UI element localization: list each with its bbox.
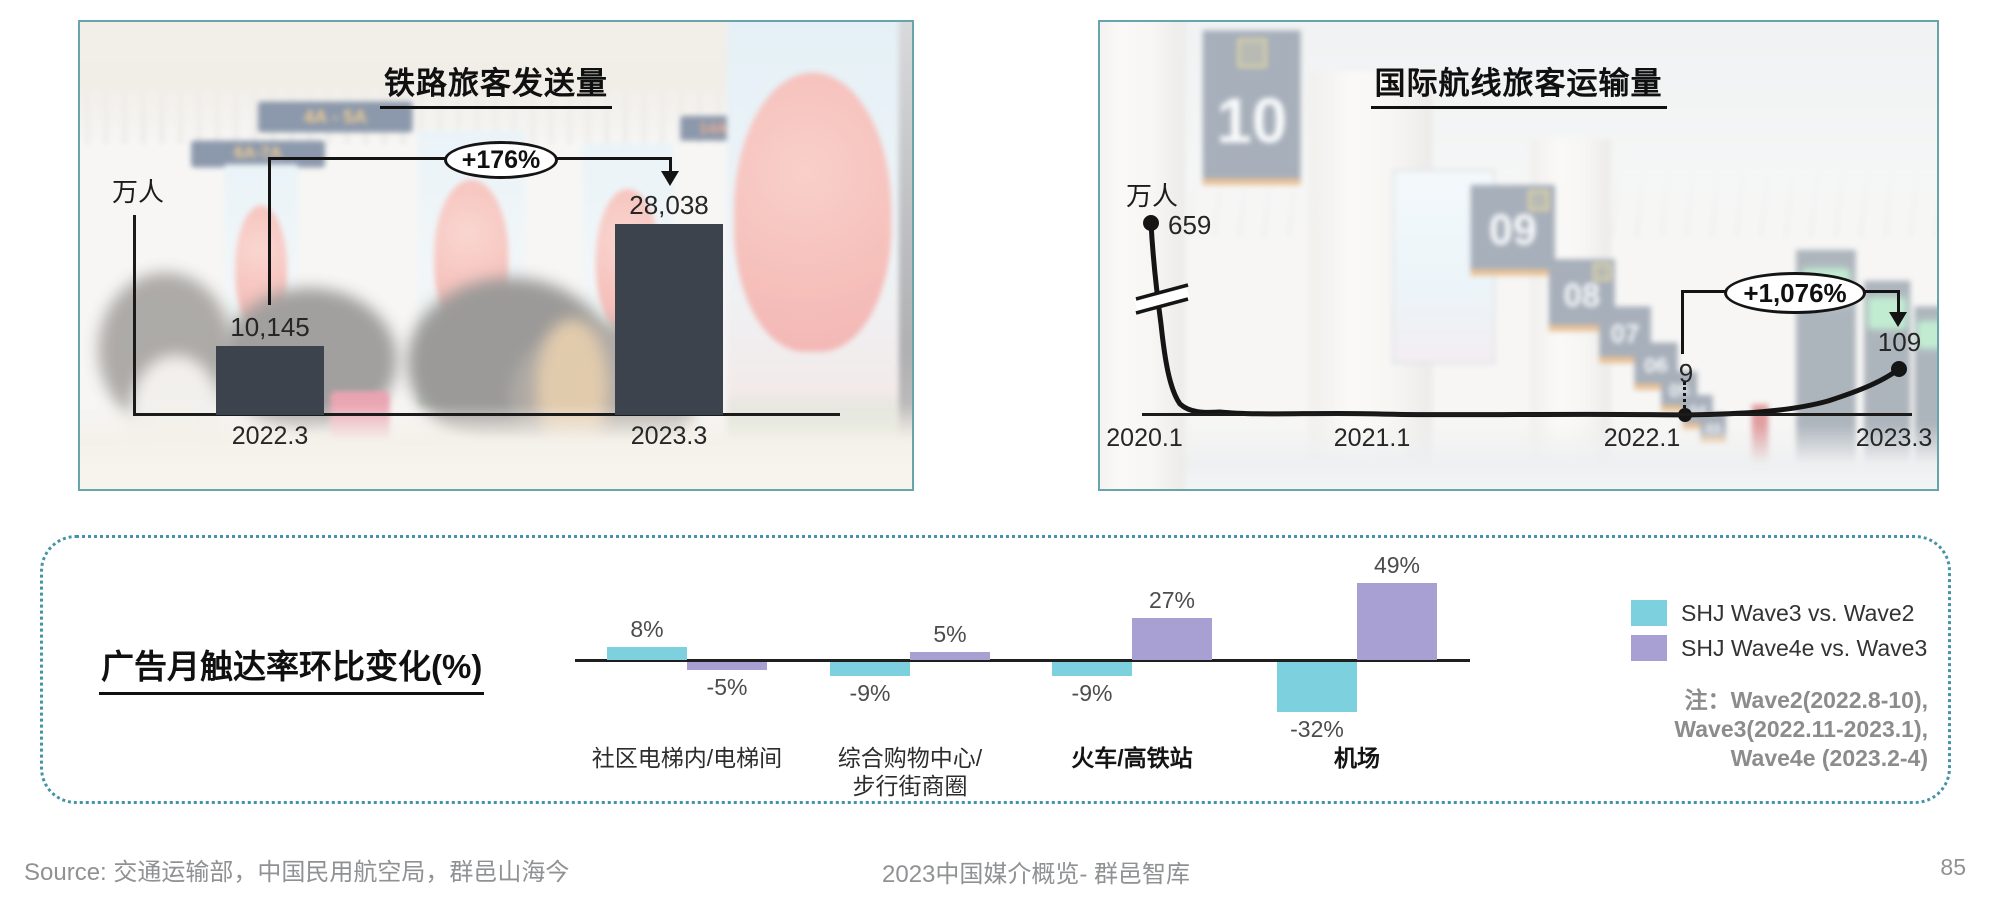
air-value-9: 9 [1678,358,1694,388]
reach-value: 49% [1373,552,1421,578]
airport-floor [1185,423,1937,489]
gate-pictogram-icon [1593,263,1611,281]
rail-chart-ink: 铁路旅客发送量 万人 10,145 28,038 2022.3 2023.3 +… [80,22,912,489]
rail-bar-2023-3 [615,224,723,415]
growth-bracket-right [669,157,672,173]
ad-reach-panel: 广告月触达率环比变化(%) 8% -5% -9% 5% -9% 27% -32%… [40,535,1951,804]
reach-bar-airport-w4e [1357,583,1437,660]
air-line-chart [1134,215,1907,422]
reach-bar-rail-w4e [1132,618,1212,660]
reach-value: -9% [849,680,891,706]
reach-value: 27% [1148,587,1196,613]
air-tick-2020-1: 2020.1 [1106,424,1183,452]
pillar [1100,22,1186,489]
arrow-down-icon [661,171,679,186]
air-chart-title: 国际航线旅客运输量 [1100,58,1937,109]
rail-y-axis [133,215,136,415]
reach-bar-mall-w3 [830,662,910,676]
gate-number-sign: 09 [1470,184,1556,276]
gate-pictogram-icon [1237,38,1267,68]
rail-unit-label: 万人 [112,177,165,207]
reach-value: -5% [706,674,748,700]
reach-value: -9% [1071,680,1113,706]
reach-chart-title: 广告月触达率环比变化(%) [99,640,485,695]
reach-bar-elevator-w3 [607,647,687,660]
airport-photo: 10 09 08 07 06 05 04 03 [1100,22,1937,489]
page-number: 85 [1940,854,1966,880]
gate-sign-6a7a: 6A-7A [191,140,326,168]
legend-label-wave3: SHJ Wave3 vs. Wave2 [1681,600,1915,626]
category-elevator: 社区电梯内/电梯间 [591,745,783,771]
category-airport: 机场 [1334,745,1380,771]
rail-tick-2022-3: 2022.3 [231,422,309,450]
reach-bar-elevator-w4e [687,662,767,670]
reach-value: 8% [630,616,664,642]
reach-bar-mall-w4e [910,652,990,660]
rail-tick-2023-3: 2023.3 [630,422,708,450]
growth-bracket-right [1897,290,1900,314]
reach-value: -32% [1290,716,1344,742]
legend-label-wave4e: SHJ Wave4e vs. Wave3 [1681,635,1928,661]
growth-bracket-left [1681,290,1684,354]
rail-chart-panel: 4A - 5A 6A-7A 14A 铁路旅客发送量 万人 [78,20,914,491]
rail-value-2023-3: 28,038 [629,190,709,220]
corridor-strip [898,22,912,489]
rail-bar-2022-3 [216,346,324,415]
legend-swatch-wave4e [1631,635,1667,661]
arrow-down-icon [1889,312,1907,327]
reach-value: 5% [933,621,967,647]
air-chart-panel: 10 09 08 07 06 05 04 03 国际航线旅客运输量 万人 [1098,20,1939,491]
category-rail-station: 火车/高铁站 [1071,745,1193,771]
legend-swatch-wave3 [1631,600,1667,626]
gate-number-sign: 10 [1202,30,1301,185]
point-2023-3 [1891,361,1907,377]
air-chart-ink: 国际航线旅客运输量 万人 659 9 109 2020.1 2021.1 202… [1100,22,1937,489]
growth-bracket-dotted [1683,382,1686,408]
reach-bar-rail-w3 [1052,662,1132,676]
air-value-659: 659 [1168,210,1212,240]
air-line-path [1148,222,1901,418]
axis-break-mark [1135,283,1189,301]
air-tick-2023-3: 2023.3 [1855,424,1933,452]
air-x-axis [1142,413,1912,416]
reach-bar-airport-w3 [1277,662,1357,712]
axis-break-mark [1135,297,1189,315]
air-growth-badge: +1,076% [1724,272,1866,314]
growth-bracket-left [268,157,271,305]
source-note: Source: 交通运输部，中国民用航空局，群邑山海今 [24,859,570,886]
gate-pictogram-icon [1528,190,1549,211]
air-tick-2022-1: 2022.1 [1603,424,1681,452]
air-value-109: 109 [1877,327,1922,357]
rail-growth-badge: +176% [444,141,558,179]
reach-x-axis [575,659,1470,662]
category-mall: 综合购物中心/步行街商圈 [837,745,983,799]
gate-number-sign: 08 [1548,259,1615,332]
footer-title: 2023中国媒介概览- 群邑智库 [882,861,1191,888]
rail-value-2022-3: 10,145 [230,312,310,342]
axis-break-gap [1134,285,1190,313]
rail-x-axis [133,413,840,416]
rail-station-photo: 4A - 5A 6A-7A 14A [80,22,912,489]
station-floor [80,403,912,489]
air-unit-label: 万人 [1126,181,1179,211]
air-tick-2021-1: 2021.1 [1333,424,1411,452]
rail-chart-title: 铁路旅客发送量 [80,58,912,109]
point-2020-1 [1143,215,1159,231]
wave-definition-note: 注：Wave2(2022.8-10), Wave3(2022.11-2023.1… [1674,687,1928,771]
